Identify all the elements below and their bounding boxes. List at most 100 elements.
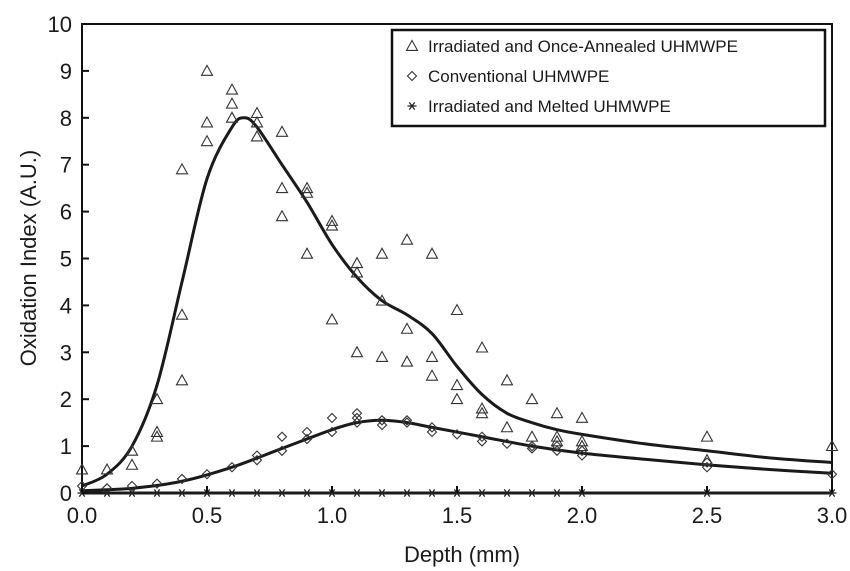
legend-entry-label: Conventional UHMWPE: [428, 67, 609, 86]
triangle-data-point: [275, 125, 289, 137]
triangle-data-point: [400, 233, 414, 245]
diamond-data-point: [176, 473, 188, 485]
triangle-data-point: [75, 462, 89, 475]
triangle-data-point: [425, 350, 439, 362]
triangle-data-point: [200, 115, 214, 128]
legend: Irradiated and Once-Annealed UHMWPE Conve…: [390, 28, 827, 128]
triangle-data-point: [400, 322, 414, 334]
triangle-data-point: [350, 256, 364, 269]
diamond-data-point: [326, 426, 338, 438]
y-tick-label: 10: [48, 12, 72, 37]
diamond-data-point: [426, 426, 438, 438]
asterisk-data-point: [302, 489, 312, 497]
triangle-data-point: [575, 411, 589, 423]
diamond-data-point: [826, 468, 838, 480]
asterisk-data-point: [402, 489, 412, 497]
triangle-data-point: [250, 106, 264, 119]
triangle-data-point: [150, 425, 164, 437]
triangle-data-point: [450, 378, 464, 391]
x-tick-label: 0.5: [192, 503, 223, 528]
triangle-data-point: [700, 453, 714, 466]
x-tick-label: 1.0: [317, 503, 348, 528]
triangle-data-point: [175, 162, 189, 175]
triangle-data-point: [550, 406, 564, 419]
triangle-data-point: [375, 294, 389, 306]
triangle-data-point: [200, 64, 214, 76]
diamond-data-point: [351, 417, 363, 428]
triangle-data-point: [175, 373, 189, 386]
asterisk-data-point: [152, 489, 162, 497]
diamond-data-point: [326, 412, 338, 424]
triangle-data-point: [275, 209, 289, 222]
asterisk-data-point: [277, 489, 287, 497]
triangle-data-point: [475, 340, 489, 353]
triangle-data-point: [250, 115, 264, 128]
diamond-data-point: [126, 480, 138, 492]
x-axis-title: Depth (mm): [404, 542, 520, 567]
triangle-data-point: [500, 373, 514, 386]
triangle-data-point: [250, 129, 264, 142]
triangle-data-point: [300, 181, 314, 194]
x-tick-label: 3.0: [817, 503, 848, 528]
asterisk-data-point: [527, 489, 537, 497]
triangle-data-point: [525, 430, 539, 442]
legend-entry-label: Irradiated and Melted UHMWPE: [428, 97, 671, 116]
diamond-data-point: [276, 431, 288, 442]
asterisk-data-point: [252, 489, 262, 497]
diamond-data-point: [226, 461, 238, 473]
x-tick-label: 2.5: [692, 503, 723, 528]
diamond-data-point: [301, 426, 313, 438]
data-markers: [75, 64, 839, 497]
diamond-data-point: [401, 415, 413, 426]
triangle-data-point: [100, 462, 114, 475]
diamond-data-point: [201, 468, 213, 480]
diamond-data-point: [351, 407, 363, 419]
triangle-data-point: [500, 420, 514, 433]
triangle-data-point: [125, 444, 139, 456]
triangle-data-point: [400, 355, 414, 367]
triangle-data-point: [200, 134, 214, 147]
x-tick-label: 1.5: [442, 503, 473, 528]
diamond-data-point: [351, 412, 363, 424]
legend-diamond-marker: [406, 70, 418, 82]
triangle-data-point: [700, 430, 714, 442]
diamond-data-point: [451, 429, 463, 440]
diamond-data-point: [301, 433, 313, 445]
fit-curve-triangle: [81, 116, 833, 488]
diamond-data-point: [476, 436, 488, 447]
diamond-data-point: [151, 478, 163, 489]
asterisk-data-point: [552, 489, 562, 497]
diamond-data-point: [426, 422, 438, 433]
triangle-data-point: [275, 181, 289, 194]
diamond-data-point: [251, 454, 263, 466]
y-tick-label: 4: [60, 293, 72, 318]
axis-ticks: 0.0 0.5 1.0 1.5 2.0 2.5 3.0 0 1 2 3 4 5 6 7 8 9 10: [48, 12, 848, 528]
diamond-data-point: [526, 440, 538, 452]
triangle-data-point: [325, 312, 339, 325]
triangle-data-point: [450, 392, 464, 405]
asterisk-data-point: [127, 489, 137, 497]
triangle-data-point: [525, 392, 539, 405]
triangle-data-point: [125, 458, 139, 470]
asterisk-data-point: [502, 489, 512, 497]
diamond-data-point: [501, 438, 513, 450]
triangle-data-point: [425, 369, 439, 381]
asterisk-data-point: [427, 489, 437, 497]
diamond-data-point: [476, 431, 488, 442]
diamond-data-point: [376, 419, 388, 431]
y-tick-label: 7: [60, 153, 72, 178]
triangle-data-point: [825, 439, 839, 452]
triangle-data-point: [225, 111, 239, 123]
diamond-data-point: [251, 450, 263, 461]
y-tick-label: 5: [60, 247, 72, 272]
legend-entry-label: Irradiated and Once-Annealed UHMWPE: [428, 37, 738, 56]
asterisk-data-point: [177, 489, 187, 497]
triangle-data-point: [150, 392, 164, 405]
y-tick-label: 2: [60, 387, 72, 412]
x-tick-label: 0.0: [67, 503, 98, 528]
asterisk-data-point: [477, 489, 487, 497]
diamond-data-point: [551, 445, 563, 457]
diamond-data-point: [701, 461, 713, 473]
legend-box: [390, 28, 827, 128]
